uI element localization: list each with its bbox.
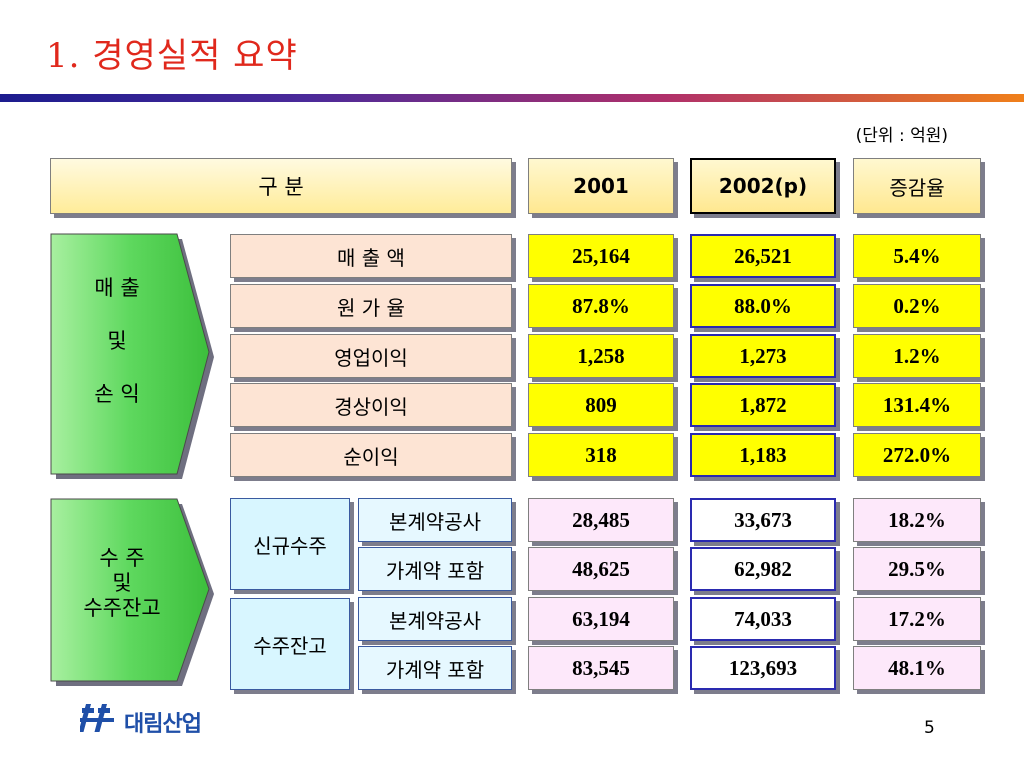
value-2002: 1,872 <box>690 383 836 427</box>
value-rate: 272.0% <box>853 433 981 477</box>
row-label: 본계약공사 <box>358 597 512 641</box>
row-label: 영업이익 <box>230 334 512 378</box>
value-rate: 17.2% <box>853 597 981 641</box>
header-2002: 2002(p) <box>690 158 836 214</box>
group-label-new-orders: 신규수주 <box>230 498 350 590</box>
section-pl-line-3: 손 익 <box>94 382 140 407</box>
value-2001: 1,258 <box>528 334 674 378</box>
row-label: 가계약 포함 <box>358 547 512 591</box>
row-label: 경상이익 <box>230 383 512 427</box>
value-rate: 5.4% <box>853 234 981 278</box>
value-2001: 87.8% <box>528 284 674 328</box>
group-label-backlog: 수주잔고 <box>230 598 350 690</box>
value-2002: 62,982 <box>690 547 836 591</box>
value-rate: 131.4% <box>853 383 981 427</box>
header-category: 구 분 <box>50 158 512 214</box>
section-orders-label: 수 주 및 수주잔고 <box>52 546 192 622</box>
value-2001: 318 <box>528 433 674 477</box>
row-label: 순이익 <box>230 433 512 477</box>
header-rate: 증감율 <box>853 158 981 214</box>
section-orders-line-1: 수 주 <box>99 546 145 570</box>
header-2001: 2001 <box>528 158 674 214</box>
value-rate: 29.5% <box>853 547 981 591</box>
row-label: 본계약공사 <box>358 498 512 542</box>
value-2002: 1,273 <box>690 334 836 378</box>
value-2001: 809 <box>528 383 674 427</box>
value-2001: 28,485 <box>528 498 674 542</box>
value-2001: 48,625 <box>528 547 674 591</box>
value-rate: 0.2% <box>853 284 981 328</box>
value-rate: 48.1% <box>853 646 981 690</box>
page-number: 5 <box>924 718 935 738</box>
value-rate: 1.2% <box>853 334 981 378</box>
section-pl-line-1: 매 출 <box>94 276 140 300</box>
value-2002: 88.0% <box>690 284 836 328</box>
section-pl-line-2: 및 <box>107 329 127 354</box>
section-pl-label: 매 출 및 손 익 <box>52 276 182 408</box>
value-2001: 25,164 <box>528 234 674 278</box>
company-logo-text: 대림산업 <box>124 712 202 737</box>
value-2002: 123,693 <box>690 646 836 690</box>
unit-label: (단위 : 억원) <box>855 126 948 146</box>
row-label: 가계약 포함 <box>358 646 512 690</box>
section-pl-arrow <box>50 233 214 479</box>
page-title: 1. 경영실적 요약 <box>46 36 298 76</box>
value-2001: 63,194 <box>528 597 674 641</box>
value-2002: 74,033 <box>690 597 836 641</box>
value-2002: 33,673 <box>690 498 836 542</box>
value-rate: 18.2% <box>853 498 981 542</box>
row-label: 매 출 액 <box>230 234 512 278</box>
row-label: 원 가 율 <box>230 284 512 328</box>
value-2002: 1,183 <box>690 433 836 477</box>
value-2002: 26,521 <box>690 234 836 278</box>
company-logo-icon <box>80 704 114 732</box>
title-divider <box>0 94 1024 102</box>
section-orders-line-2: 및 <box>112 571 132 596</box>
section-orders-arrow <box>50 498 214 686</box>
value-2001: 83,545 <box>528 646 674 690</box>
section-orders-line-3: 수주잔고 <box>83 596 161 621</box>
